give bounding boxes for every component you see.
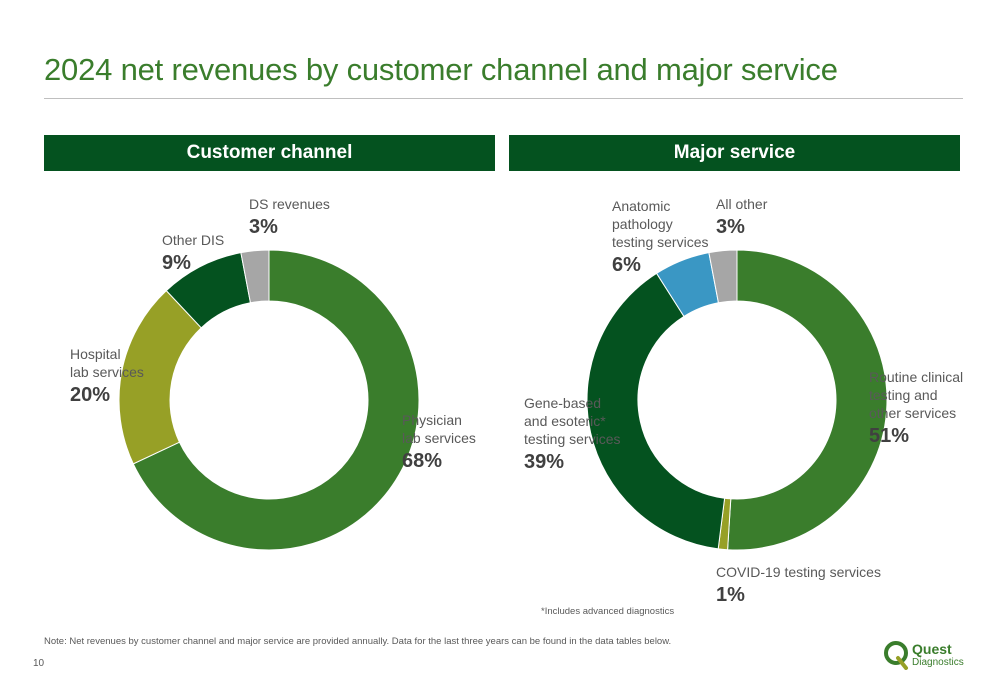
slice-label-ds-revenues: DS revenues 3%: [249, 196, 330, 238]
page-number: 10: [33, 658, 45, 669]
title-divider: [44, 98, 963, 99]
quest-q-icon: [884, 641, 908, 670]
logo-subtitle: Diagnostics: [912, 657, 964, 668]
customer-channel-header: Customer channel: [44, 135, 495, 171]
slice-label-routine-clinical: Routine clinical testing and other servi…: [869, 369, 964, 447]
logo-wordmark: Quest: [912, 641, 952, 657]
slice-label-covid19: COVID-19 testing services 1%: [716, 564, 881, 606]
slice-label-gene-based: Gene-based and esoteric* testing service…: [524, 395, 621, 473]
donut-slice-0-3: [240, 249, 270, 304]
donut-slice-1-4: [708, 249, 738, 304]
note-text: Note: Net revenues by customer channel a…: [44, 636, 672, 647]
donut-slice-0-0: [132, 249, 420, 551]
slice-label-hospital: Hospital lab services 20%: [70, 346, 144, 406]
slice-label-anatomic-pathology: Anatomic pathology testing services 6%: [612, 198, 709, 276]
donut-slice-1-0: [727, 249, 888, 551]
major-service-header: Major service: [509, 135, 960, 171]
slice-label-physician: Physician lab services 68%: [402, 412, 476, 472]
quest-logo: Quest Diagnostics: [884, 640, 974, 672]
footnote: *Includes advanced diagnostics: [541, 606, 675, 617]
slice-label-other-dis: Other DIS 9%: [162, 232, 225, 274]
slice-label-all-other: All other 3%: [716, 196, 768, 238]
page-title: 2024 net revenues by customer channel an…: [44, 52, 838, 87]
donut-slice-1-2: [586, 272, 726, 550]
